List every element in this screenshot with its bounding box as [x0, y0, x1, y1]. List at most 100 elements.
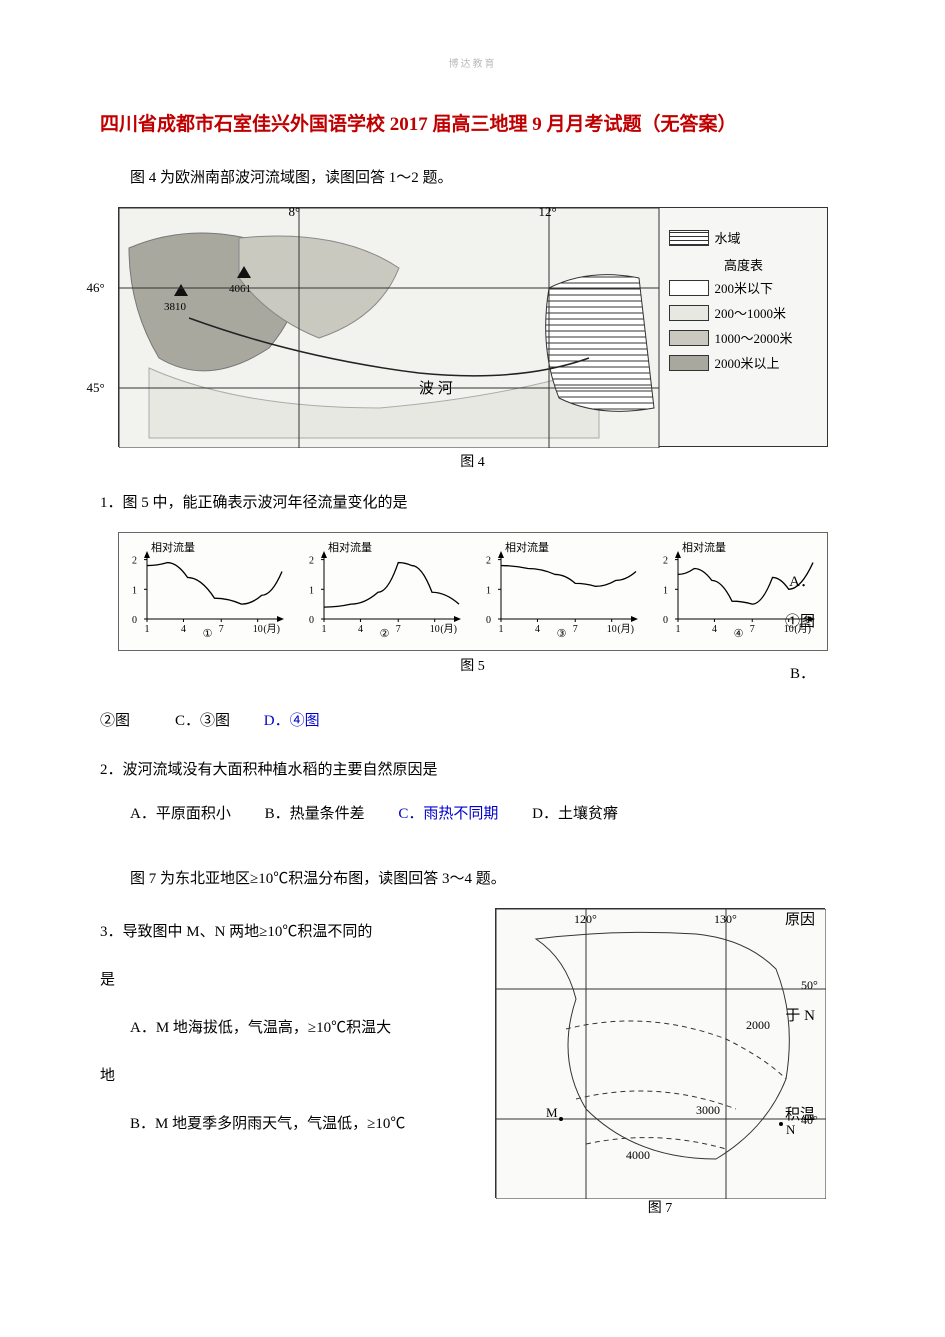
legend-swatch-3	[669, 355, 709, 371]
intro-text-2: 图 7 为东北亚地区≥10℃积温分布图，读图回答 3～4 题。	[100, 866, 845, 893]
figure-4-caption: 图 4	[100, 451, 845, 471]
svg-text:4: 4	[534, 624, 539, 635]
lat-tick-1: 46°	[87, 280, 105, 296]
q2-opt-B: B．热量条件差	[265, 806, 365, 822]
contour-4000-label: 4000	[626, 1148, 650, 1162]
fig7-lat-tick-1: 50°	[801, 978, 818, 992]
svg-text:③: ③	[556, 628, 566, 639]
point-N-label: N	[786, 1122, 796, 1137]
svg-text:0: 0	[663, 615, 668, 626]
svg-text:(月): (月)	[263, 623, 280, 635]
figure-4-legend: 水域 高度表 200米以下 200～1000米 1000～2000米 2000米…	[669, 228, 819, 378]
svg-text:10: 10	[429, 624, 439, 635]
svg-text:4: 4	[711, 624, 716, 635]
figure-7-svg: 2000 3000 4000 120° 130° 50° 40° M N	[496, 909, 826, 1199]
svg-text:7: 7	[749, 624, 754, 635]
q1-side-tu: ①图	[785, 610, 815, 631]
figure-7-caption: 图 7	[496, 1197, 824, 1217]
svg-text:1: 1	[486, 585, 491, 596]
q1-opt-highlight: D．④图	[264, 713, 320, 729]
contour-3000-label: 3000	[696, 1103, 720, 1117]
svg-text:1: 1	[309, 585, 314, 596]
legend-elev-title: 高度表	[669, 255, 819, 274]
svg-text:1: 1	[132, 585, 137, 596]
water-area	[545, 275, 653, 412]
lon-tick-2: 12°	[539, 204, 557, 220]
svg-text:0: 0	[309, 615, 314, 626]
point-M-label: M	[546, 1105, 558, 1120]
legend-label-1: 200～1000米	[715, 303, 787, 322]
q1-opt-part1: ②图 C．③图	[100, 713, 260, 729]
figure-5-caption: 图 5	[100, 655, 845, 675]
svg-text:②: ②	[379, 628, 389, 639]
svg-text:0: 0	[486, 615, 491, 626]
svg-text:7: 7	[572, 624, 577, 635]
svg-text:(月): (月)	[440, 623, 457, 635]
svg-text:①: ①	[202, 628, 212, 639]
lon-tick-1: 8°	[289, 204, 301, 220]
q3-wrap-block: 2000 3000 4000 120° 130° 50° 40° M N 图 7…	[100, 908, 845, 1258]
mini-chart-1: 01214710(月)相对流量①	[125, 539, 290, 644]
q2-opt-A: A．平原面积小	[130, 806, 231, 822]
q2-options: A．平原面积小 B．热量条件差 C．雨热不同期 D．土壤贫瘠	[100, 798, 845, 831]
mini-chart-3: 01214710(月)相对流量③	[479, 539, 644, 644]
svg-text:2: 2	[486, 555, 491, 566]
fig7-lon-tick-2: 130°	[714, 912, 737, 926]
fig7-lon-tick-1: 120°	[574, 912, 597, 926]
q1-side-A: A．	[789, 570, 815, 591]
legend-swatch-1	[669, 305, 709, 321]
figure-7-map: 2000 3000 4000 120° 130° 50° 40° M N 图 7	[495, 908, 825, 1198]
svg-text:10: 10	[606, 624, 616, 635]
legend-swatch-2	[669, 330, 709, 346]
svg-text:2: 2	[663, 555, 668, 566]
figure-4-block: 波 河 3810 4061 8° 12° 46° 45° 水域 高度表 200米…	[100, 207, 845, 471]
legend-label-3: 2000米以上	[715, 353, 780, 372]
svg-text:相对流量: 相对流量	[505, 540, 549, 554]
legend-label-0: 200米以下	[715, 278, 774, 297]
peak-1-label: 3810	[164, 301, 187, 313]
svg-text:相对流量: 相对流量	[328, 540, 372, 554]
point-N-icon	[779, 1122, 783, 1126]
svg-text:10: 10	[252, 624, 262, 635]
legend-elev-3: 2000米以上	[669, 353, 819, 372]
q2-opt-C: C．雨热不同期	[398, 806, 498, 822]
q3-stem-left: 3．导致图中 M、N 两地≥10℃积温不同的	[100, 924, 372, 940]
svg-text:0: 0	[132, 615, 137, 626]
svg-text:1: 1	[663, 585, 668, 596]
svg-text:2: 2	[309, 555, 314, 566]
svg-text:1: 1	[498, 624, 503, 635]
legend-label-2: 1000～2000米	[715, 328, 793, 347]
figure-4-map: 波 河 3810 4061 8° 12° 46° 45° 水域 高度表 200米…	[118, 207, 828, 447]
mini-chart-2: 01214710(月)相对流量②	[302, 539, 467, 644]
legend-water-swatch	[669, 230, 709, 246]
point-M-icon	[559, 1117, 563, 1121]
svg-text:2: 2	[132, 555, 137, 566]
intro-text-1: 图 4 为欧洲南部波河流域图，读图回答 1～2 题。	[100, 165, 845, 192]
figure-5-wrapper: 01214710(月)相对流量①01214710(月)相对流量②01214710…	[100, 532, 845, 675]
legend-elev-1: 200～1000米	[669, 303, 819, 322]
legend-elev-0: 200米以下	[669, 278, 819, 297]
contour-2000-label: 2000	[746, 1018, 770, 1032]
svg-text:4: 4	[180, 624, 185, 635]
svg-text:④: ④	[733, 628, 743, 639]
svg-text:1: 1	[321, 624, 326, 635]
svg-text:7: 7	[218, 624, 223, 635]
q1-options-line: ②图 C．③图 D．④图	[100, 705, 845, 738]
q3-stem-right: 原因	[785, 908, 815, 929]
legend-elev-2: 1000～2000米	[669, 328, 819, 347]
svg-text:相对流量: 相对流量	[682, 540, 726, 554]
q3-optB-right: 积温	[785, 1103, 815, 1124]
peak-2-label: 4061	[229, 283, 251, 295]
figure-5-container: 01214710(月)相对流量①01214710(月)相对流量②01214710…	[118, 532, 828, 651]
watermark-text: 博达教育	[449, 55, 497, 70]
svg-text:(月): (月)	[617, 623, 634, 635]
q2-opt-D: D．土壤贫瘠	[532, 806, 618, 822]
question-1-stem: 1．图 5 中，能正确表示波河年径流量变化的是	[100, 489, 845, 518]
svg-text:1: 1	[675, 624, 680, 635]
q1-side-B: B．	[790, 662, 815, 683]
svg-text:7: 7	[395, 624, 400, 635]
legend-swatch-0	[669, 280, 709, 296]
document-title: 四川省成都市石室佳兴外国语学校 2017 届高三地理 9 月月考试题（无答案）	[100, 110, 845, 140]
fig7-frame	[496, 909, 826, 1199]
question-2-stem: 2．波河流域没有大面积种植水稻的主要自然原因是	[100, 756, 845, 785]
